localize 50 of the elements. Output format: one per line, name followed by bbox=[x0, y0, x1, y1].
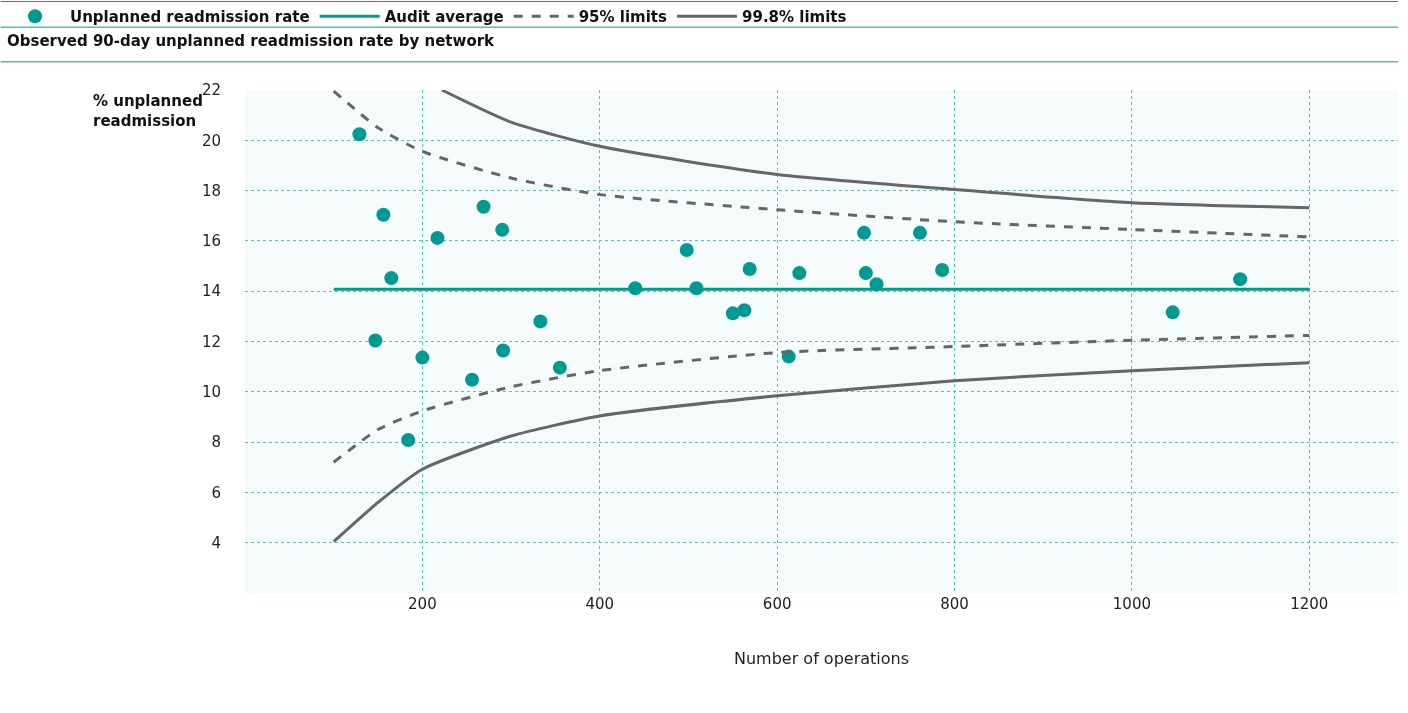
x-tick-label: 400 bbox=[585, 595, 615, 613]
x-tick-label: 600 bbox=[762, 595, 792, 613]
point bbox=[384, 271, 399, 286]
point bbox=[533, 314, 548, 329]
y-tick-label: 10 bbox=[201, 383, 221, 402]
y-axis-title: % unplanned readmission bbox=[93, 92, 203, 130]
point bbox=[376, 207, 391, 222]
point bbox=[401, 433, 416, 448]
point bbox=[679, 242, 694, 257]
line-series bbox=[440, 90, 1311, 210]
point bbox=[742, 262, 757, 277]
y-tick-label: 16 bbox=[201, 232, 221, 251]
point bbox=[857, 225, 872, 240]
y-tick-label: 6 bbox=[211, 483, 221, 502]
point bbox=[415, 350, 430, 365]
point bbox=[737, 303, 752, 318]
legend-label: 99.8% limits bbox=[742, 8, 847, 27]
point bbox=[858, 266, 873, 281]
legend-label: Unplanned readmission rate bbox=[70, 8, 310, 27]
x-tick-label: 200 bbox=[408, 595, 437, 613]
x-axis-title: Number of operations bbox=[733, 648, 910, 668]
y-tick-label: 20 bbox=[201, 131, 221, 150]
y-tick-label: 8 bbox=[211, 433, 221, 452]
y-tick-label: 22 bbox=[201, 81, 221, 100]
line-series bbox=[332, 361, 1311, 544]
point bbox=[495, 222, 510, 237]
point bbox=[1233, 272, 1248, 287]
point bbox=[496, 343, 511, 358]
point bbox=[368, 333, 383, 348]
point bbox=[430, 230, 445, 245]
point bbox=[352, 127, 367, 142]
y-tick-label: 18 bbox=[201, 181, 221, 200]
point bbox=[912, 225, 927, 240]
point bbox=[476, 199, 491, 214]
line-series bbox=[332, 333, 1311, 464]
chart-title: Observed 90-day unplanned readmission rate by network bbox=[7, 32, 496, 51]
point bbox=[552, 360, 567, 375]
point bbox=[935, 263, 950, 278]
x-tick-label: 1200 bbox=[1290, 595, 1329, 613]
x-tick-label: 800 bbox=[940, 595, 969, 613]
point bbox=[792, 266, 807, 281]
point bbox=[725, 306, 740, 321]
y-tick-label: 4 bbox=[211, 533, 221, 552]
y-tick-label: 12 bbox=[201, 332, 221, 351]
x-tick-label: 1000 bbox=[1112, 595, 1152, 613]
point bbox=[1165, 305, 1180, 320]
y-tick-label: 14 bbox=[201, 282, 221, 301]
point bbox=[465, 372, 480, 387]
legend-label: 95% limits bbox=[578, 8, 668, 27]
legend-label: Audit average bbox=[384, 8, 504, 27]
